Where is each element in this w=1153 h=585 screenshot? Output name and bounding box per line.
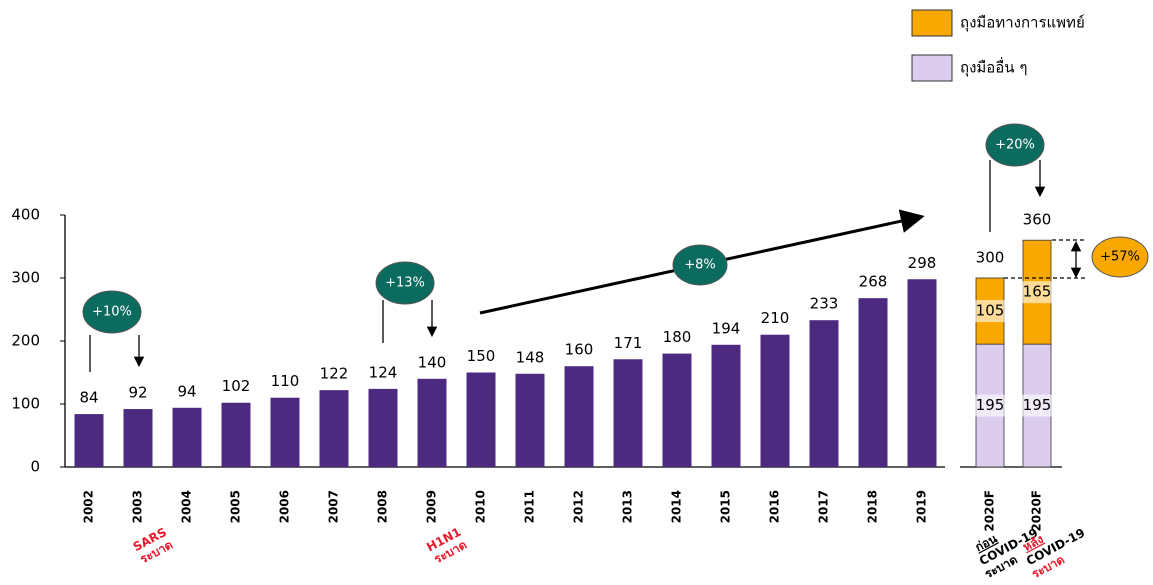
bar (662, 353, 692, 467)
x-tick-label: 2002 (82, 490, 96, 523)
value-label: 180 (663, 328, 692, 346)
y-tick-label: 400 (11, 206, 40, 224)
legend-label: ถุงมืออื่น ๆ (960, 57, 1027, 78)
bar (417, 378, 447, 467)
value-label: 194 (712, 319, 741, 337)
x-tick-label: 2020F (1030, 490, 1044, 532)
segment-label: 195 (1023, 396, 1052, 414)
bar (858, 298, 888, 467)
bar (368, 388, 398, 467)
segment-label: 195 (976, 396, 1005, 414)
value-label: 210 (761, 309, 790, 327)
value-label: 171 (614, 334, 643, 352)
legend-swatch (911, 54, 953, 82)
x-tick-label: 2018 (866, 490, 880, 523)
growth-badge (672, 244, 728, 286)
x-tick-label: 2004 (180, 490, 194, 523)
bar (711, 344, 741, 467)
growth-badge (985, 123, 1045, 167)
segment-label-bg (973, 394, 1007, 417)
x-tick-label: 2007 (327, 490, 341, 523)
value-label: 110 (271, 372, 300, 390)
bar (74, 414, 104, 467)
x-tick-label: 2010 (474, 490, 488, 523)
value-label: 124 (369, 363, 398, 381)
y-tick-label: 300 (11, 269, 40, 287)
bar (466, 372, 496, 467)
bar (760, 334, 790, 467)
x-tick-label: 2003 (131, 490, 145, 523)
x-tick-label: 2014 (670, 490, 684, 523)
value-label: 268 (859, 273, 888, 291)
x-tick-label: 2020F (983, 490, 997, 532)
x-tick-label: 2012 (572, 490, 586, 523)
x-tick-label: 2009 (425, 490, 439, 523)
growth-label: +20% (995, 138, 1035, 153)
value-label: 94 (177, 382, 196, 400)
bar (319, 390, 349, 467)
x-tick-label: 2015 (719, 490, 733, 523)
x-tick-label: 2005 (229, 490, 243, 523)
y-tick-label: 0 (30, 458, 40, 476)
legend-label: ถุงมือทางการแพทย์ (960, 14, 1085, 33)
growth-badge (1091, 236, 1149, 278)
value-label: 122 (320, 365, 349, 383)
segment-label: 105 (976, 302, 1005, 320)
value-label: 233 (810, 295, 839, 313)
bar (172, 407, 202, 467)
x-tick-label: 2006 (278, 490, 292, 523)
segment-label-bg (1020, 281, 1054, 304)
segment-label-bg (1020, 394, 1054, 417)
growth-label: +13% (385, 276, 425, 291)
bar (613, 359, 643, 467)
x-tick-label: 2008 (376, 490, 390, 523)
x-tick-label: 2011 (523, 490, 537, 523)
bar (270, 397, 300, 467)
x-tick-label: 2016 (768, 490, 782, 523)
growth-label: +8% (684, 258, 716, 273)
bar (564, 366, 594, 467)
bar (515, 373, 545, 467)
segment-label-bg (973, 300, 1007, 323)
growth-label: +57% (1100, 250, 1140, 265)
y-tick-label: 100 (11, 395, 40, 413)
x-tick-label: 2017 (817, 490, 831, 523)
value-label: 84 (79, 389, 98, 407)
value-label: 160 (565, 341, 594, 359)
value-label: 148 (516, 348, 545, 366)
growth-badge (375, 261, 435, 305)
y-tick-label: 200 (11, 332, 40, 350)
value-label: 140 (418, 353, 447, 371)
bar (221, 402, 251, 467)
total-label: 300 (976, 249, 1005, 267)
growth-badge (82, 290, 142, 334)
value-label: 102 (222, 377, 251, 395)
bar (907, 279, 937, 467)
growth-label: +10% (92, 305, 132, 320)
value-label: 92 (128, 384, 147, 402)
segment-label: 165 (1023, 283, 1052, 301)
value-label: 298 (908, 254, 937, 272)
x-tick-label: 2013 (621, 490, 635, 523)
bar (123, 409, 153, 467)
bar (809, 320, 839, 467)
legend-swatch (911, 9, 953, 37)
x-tick-label: 2019 (915, 490, 929, 523)
total-label: 360 (1023, 211, 1052, 229)
value-label: 150 (467, 347, 496, 365)
